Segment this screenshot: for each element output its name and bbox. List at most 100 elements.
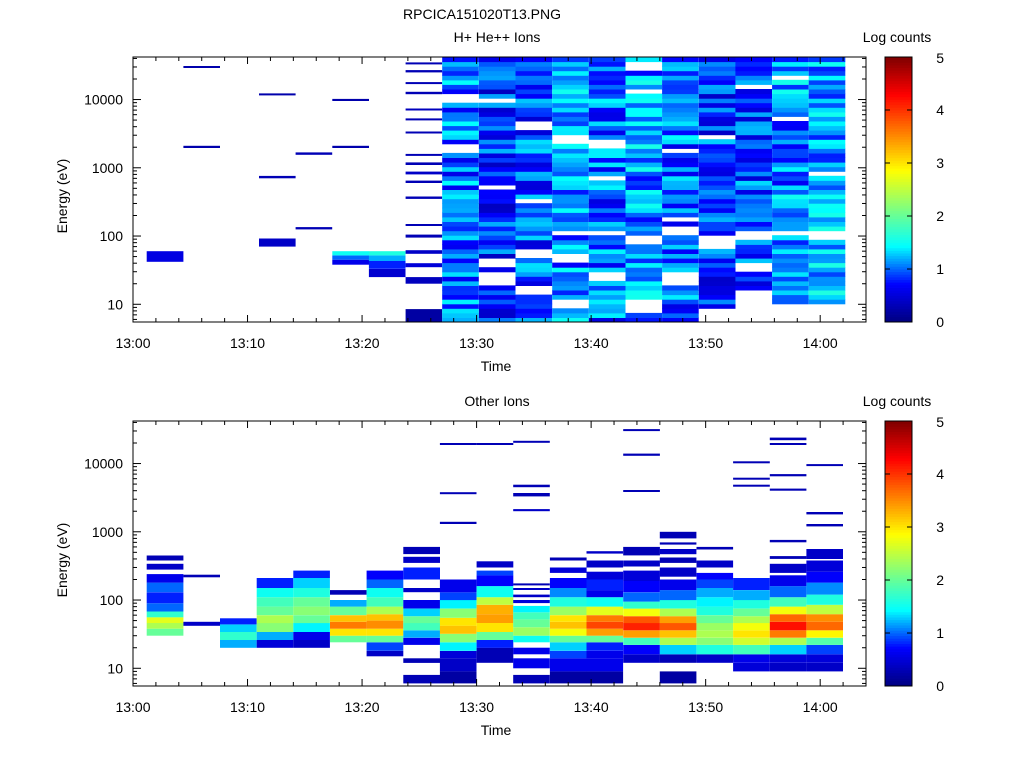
heatmap-cell (405, 82, 443, 85)
colorbar-segment (885, 234, 912, 238)
heatmap-cell (439, 671, 477, 684)
heatmap-cell (403, 623, 440, 631)
heatmap-cell (256, 606, 294, 616)
heatmap-cell (735, 125, 772, 131)
colorbar-segment (885, 606, 912, 610)
x-tick-label: 13:20 (345, 335, 380, 351)
heatmap-cell (405, 224, 443, 226)
heatmap-cell (549, 628, 587, 636)
heatmap-cell (806, 654, 843, 663)
heatmap-cell (403, 588, 440, 593)
heatmap-cell (808, 226, 846, 232)
heatmap-cell (659, 600, 697, 609)
heatmap-cell (625, 203, 663, 209)
heatmap-cell (403, 567, 440, 580)
colorbar-segment (885, 91, 912, 95)
heatmap-cell (769, 575, 807, 587)
heatmap-cell (625, 134, 663, 140)
heatmap-cell (662, 162, 699, 168)
heatmap-cell (403, 600, 440, 609)
heatmap-cell (478, 290, 516, 296)
heatmap-cell (662, 157, 699, 163)
heatmap-cell (806, 464, 843, 467)
heatmap-cell (772, 180, 809, 186)
heatmap-cell (405, 309, 443, 322)
heatmap-cell (696, 606, 734, 616)
heatmap-cell (662, 244, 699, 250)
heatmap-cell (698, 121, 736, 127)
heatmap-cell (698, 230, 736, 236)
colorbar-tick-label: 2 (936, 572, 944, 588)
heatmap-cell (442, 121, 479, 127)
heatmap-cell (808, 84, 846, 90)
heatmap-cell (515, 157, 553, 163)
heatmap-cell (625, 317, 663, 323)
heatmap-cell (442, 107, 479, 113)
heatmap-cell (625, 70, 663, 76)
heatmap-cell (478, 285, 516, 291)
heatmap-cell (478, 111, 516, 117)
heatmap-cell (698, 66, 736, 72)
heatmap-cell (442, 180, 479, 186)
colorbar-segment (885, 314, 912, 318)
heatmap-cell (772, 57, 809, 63)
heatmap-cell (146, 628, 184, 636)
heatmap-cell (478, 157, 516, 163)
colorbar-segment (885, 513, 912, 517)
heatmap-cell (513, 440, 550, 443)
colorbar-segment (885, 611, 912, 615)
heatmap-cell (698, 285, 736, 291)
heatmap-cell (549, 588, 587, 598)
y-axis-label: Energy (eV) (54, 523, 70, 598)
heatmap-cell (586, 621, 624, 629)
heatmap-cell (662, 75, 699, 81)
colorbar-segment (885, 481, 912, 485)
heatmap-cell (588, 216, 626, 222)
heatmap-cell (293, 570, 330, 578)
heatmap-cell (478, 130, 516, 136)
heatmap-cell (735, 248, 772, 254)
heatmap-cell (552, 66, 589, 72)
colorbar-segment (885, 421, 912, 425)
heatmap-cell (662, 194, 699, 200)
y-tick-label: 10 (107, 660, 123, 676)
heatmap-cell (552, 125, 589, 131)
heatmap-cell (403, 630, 440, 638)
heatmap-cell (625, 98, 663, 104)
heatmap-cell (662, 116, 699, 122)
heatmap-cell (478, 221, 516, 227)
colorbar-segment (885, 627, 912, 631)
heatmap-cell (808, 262, 846, 268)
colorbar-segment (885, 426, 912, 430)
colorbar-segment (885, 667, 912, 671)
heatmap-cell (772, 66, 809, 72)
heatmap-cell (405, 153, 443, 156)
heatmap-cell (588, 262, 626, 268)
heatmap-cell (623, 644, 660, 655)
heatmap-cell (552, 130, 589, 136)
heatmap-cell (442, 57, 479, 63)
heatmap-cell (625, 180, 663, 186)
heatmap-cell (772, 134, 809, 140)
heatmap-cell (439, 592, 477, 601)
heatmap-cell (588, 180, 626, 186)
heatmap-cell (478, 139, 516, 145)
heatmap-cell (513, 635, 550, 643)
colorbar-tick-label: 4 (936, 466, 944, 482)
heatmap-cell (735, 244, 772, 250)
heatmap-cell (698, 89, 736, 95)
heatmap-cell (478, 189, 516, 195)
heatmap-cell (515, 130, 553, 136)
heatmap-cell (806, 621, 843, 631)
colorbar-segment (885, 444, 912, 448)
heatmap-cell (588, 166, 626, 172)
heatmap-cell (586, 590, 624, 598)
heatmap-cell (515, 189, 553, 195)
heatmap-cell (552, 285, 589, 291)
y-tick-label: 100 (100, 592, 124, 608)
heatmap-cell (403, 674, 440, 684)
heatmap-cell (476, 586, 514, 598)
heatmap-cell (588, 162, 626, 168)
heatmap-cell (735, 175, 772, 181)
heatmap-cell (623, 546, 660, 556)
